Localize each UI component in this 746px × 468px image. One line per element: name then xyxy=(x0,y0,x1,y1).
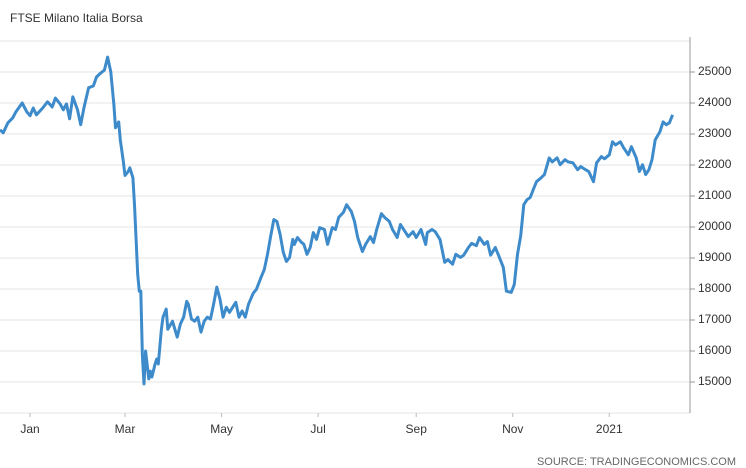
price-line xyxy=(0,55,674,386)
y-tick-label: 16000 xyxy=(698,343,732,357)
x-tick-label: Jul xyxy=(310,422,325,436)
y-tick-label: 25000 xyxy=(698,64,732,78)
x-tick-label: Sep xyxy=(406,422,428,436)
y-tick-label: 20000 xyxy=(698,219,732,233)
x-tick-label: May xyxy=(210,422,233,436)
x-tick-label: 2021 xyxy=(596,422,623,436)
y-tick-label: 17000 xyxy=(698,312,732,326)
y-tick-label: 19000 xyxy=(698,250,732,264)
y-tick-label: 22000 xyxy=(698,157,732,171)
y-tick-label: 15000 xyxy=(698,374,732,388)
source-note: SOURCE: TRADINGECONOMICS.COM xyxy=(537,456,736,468)
x-tick-label: Mar xyxy=(115,422,136,436)
y-tick-label: 18000 xyxy=(698,281,732,295)
y-tick-label: 24000 xyxy=(698,95,732,109)
chart-title: FTSE Milano Italia Borsa xyxy=(10,11,143,25)
x-tick-label: Jan xyxy=(20,422,39,436)
y-tick-label: 23000 xyxy=(698,126,732,140)
y-tick-label: 21000 xyxy=(698,188,732,202)
x-tick-label: Nov xyxy=(502,422,523,436)
